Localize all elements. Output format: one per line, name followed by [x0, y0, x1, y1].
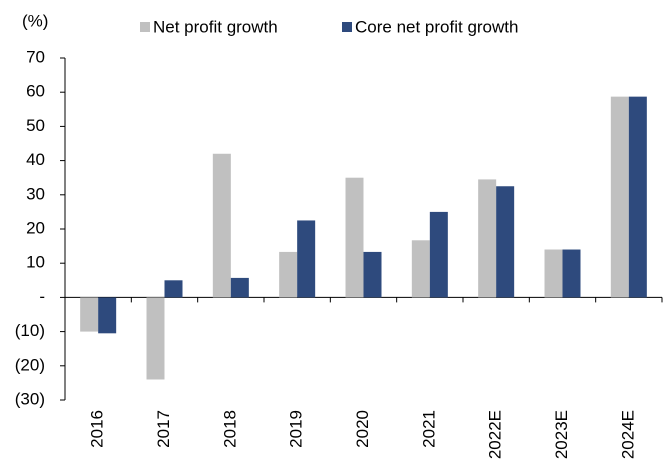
- bar: [411, 240, 430, 298]
- x-tick-label: 2022E: [486, 410, 505, 459]
- bar: [429, 211, 448, 298]
- x-tick-label: 2021: [419, 410, 438, 448]
- y-tick-label: -: [39, 287, 45, 306]
- y-tick-label: 60: [26, 82, 45, 101]
- bar: [279, 251, 298, 298]
- x-tick-label: 2019: [287, 410, 306, 448]
- y-tick-label: 30: [26, 184, 45, 203]
- bar: [98, 297, 117, 334]
- y-axis-label: (%): [22, 11, 48, 30]
- bar: [496, 186, 515, 298]
- bar: [146, 297, 165, 380]
- x-tick-label: 2018: [220, 410, 239, 448]
- legend-swatch: [342, 22, 352, 32]
- x-tick-label: 2020: [353, 410, 372, 448]
- bar: [562, 249, 581, 298]
- bar: [164, 280, 183, 298]
- y-tick-label: 20: [26, 218, 45, 237]
- bar: [297, 220, 316, 298]
- y-tick-label: 10: [26, 253, 45, 272]
- bar: [345, 177, 364, 298]
- y-tick-label: (30): [15, 389, 45, 408]
- y-tick-label: 70: [26, 47, 45, 66]
- legend-label: Net profit growth: [153, 17, 278, 36]
- y-tick-label: 40: [26, 150, 45, 169]
- x-tick-label: 2017: [154, 410, 173, 448]
- x-tick-label: 2016: [88, 410, 107, 448]
- bar: [544, 249, 563, 298]
- x-tick-label: 2023E: [552, 410, 571, 459]
- y-tick-label: (10): [15, 321, 45, 340]
- y-tick-label: (20): [15, 355, 45, 374]
- x-tick-label: 2024E: [618, 410, 637, 459]
- bar: [628, 96, 647, 298]
- bar: [80, 297, 99, 332]
- legend-label: Core net profit growth: [355, 17, 518, 36]
- legend-swatch: [140, 22, 150, 32]
- y-tick-label: 50: [26, 116, 45, 135]
- bar: [478, 179, 497, 298]
- bar: [363, 251, 382, 298]
- bar: [230, 277, 249, 298]
- bar: [212, 153, 231, 298]
- bar: [610, 96, 629, 298]
